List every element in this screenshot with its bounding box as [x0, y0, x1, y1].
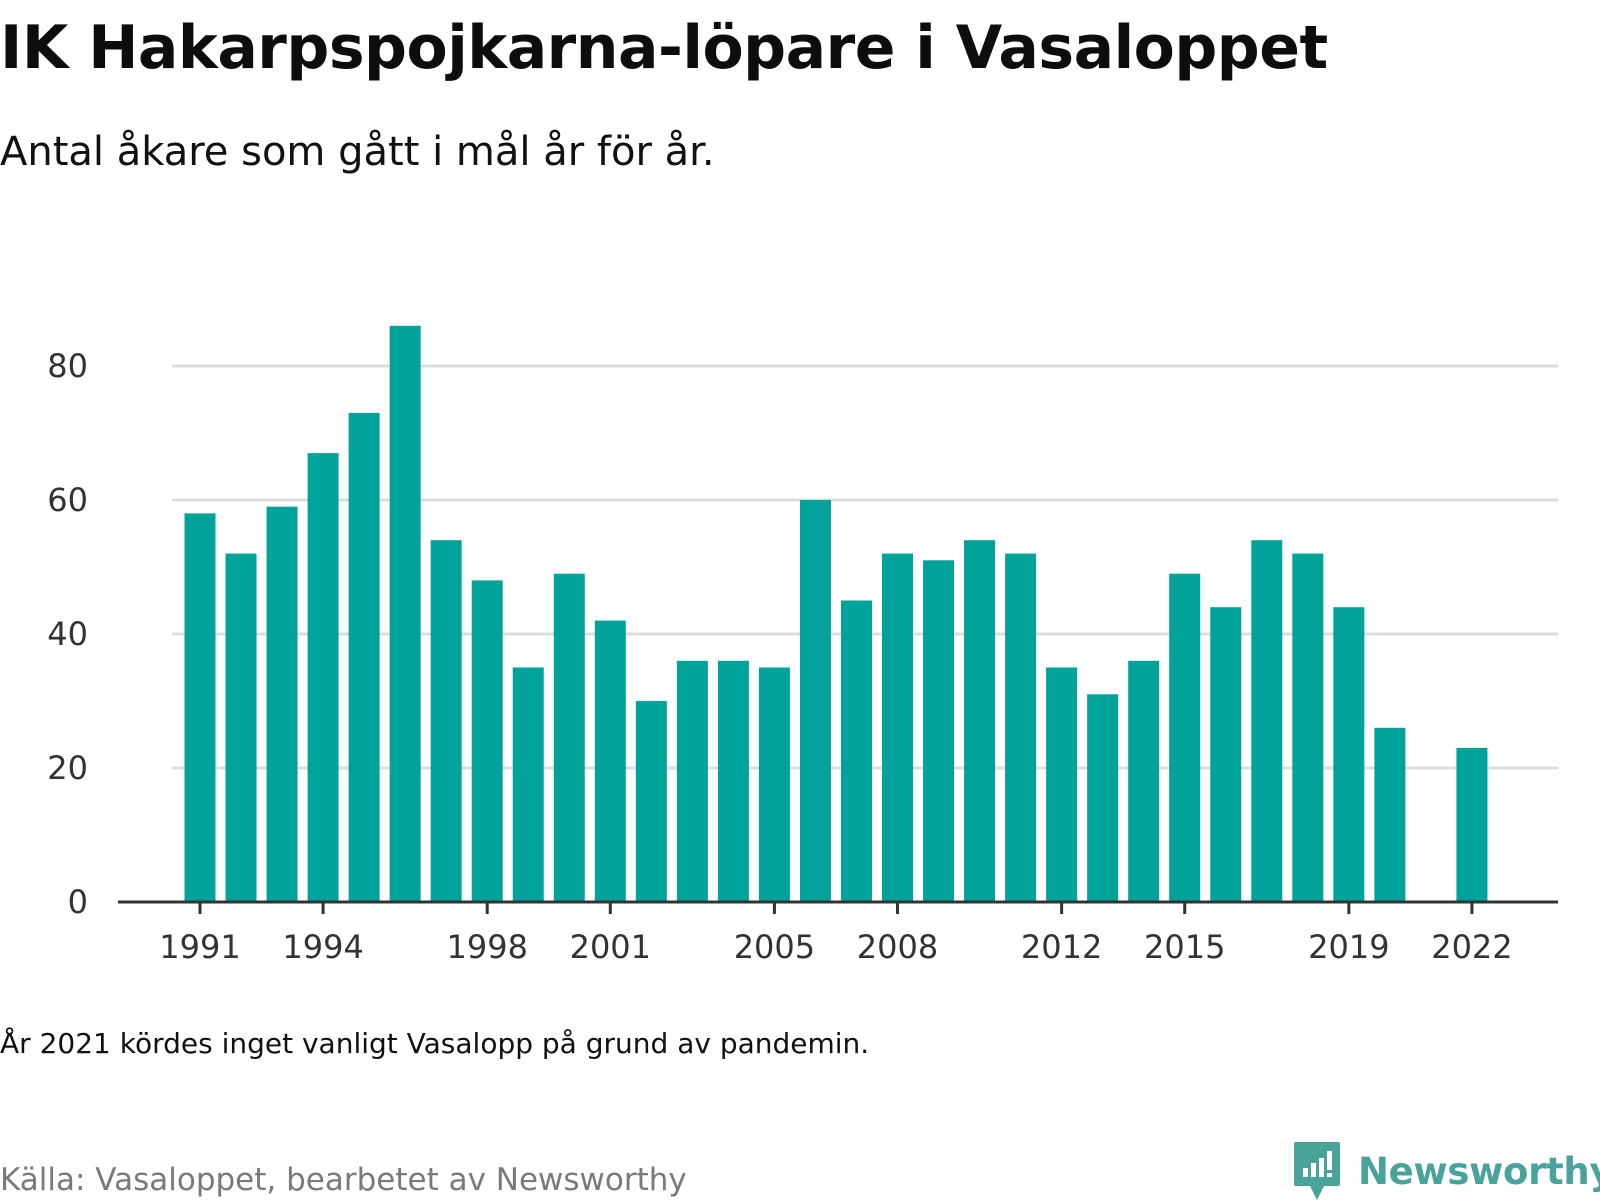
bar-2005	[758, 667, 790, 902]
bar-2019	[1333, 607, 1365, 902]
brand-logo: Newsworthy	[1292, 1140, 1600, 1202]
y-tick-label: 40	[47, 615, 88, 653]
bar-1997	[430, 540, 462, 902]
bar-2008	[882, 553, 914, 902]
bar-1994	[307, 453, 339, 902]
bar-2011	[1005, 553, 1037, 902]
chart-note: År 2021 kördes inget vanligt Vasalopp på…	[0, 1027, 870, 1060]
y-tick-label: 20	[47, 749, 88, 787]
chart-source: Källa: Vasaloppet, bearbetet av Newswort…	[0, 1162, 687, 1198]
bar-2017	[1251, 540, 1283, 902]
bar-2013	[1087, 694, 1119, 902]
bar-2004	[717, 660, 749, 902]
bar-1992	[225, 553, 257, 902]
y-tick-label: 80	[47, 347, 88, 385]
bar-2009	[923, 560, 955, 902]
brand-name: Newsworthy	[1358, 1149, 1600, 1193]
bar-1999	[512, 667, 544, 902]
bar-2016	[1210, 607, 1242, 902]
x-tick-label: 2001	[570, 928, 651, 966]
bar-2022	[1456, 747, 1488, 902]
bar-2003	[676, 660, 708, 902]
bar-2014	[1128, 660, 1160, 902]
axes: 0 20 40 60 80 1991 1994 1998 2001 2005 2008 2012 201…	[47, 347, 1558, 966]
x-tick-label: 1991	[159, 928, 240, 966]
bar-1998	[471, 580, 503, 902]
bar-2020	[1374, 727, 1406, 902]
bar-2018	[1292, 553, 1324, 902]
y-tick-label: 60	[47, 481, 88, 519]
x-tick-label: 1994	[282, 928, 363, 966]
x-tick-label: 1998	[446, 928, 527, 966]
bar-2006	[799, 500, 831, 902]
bar-1993	[266, 506, 298, 902]
x-tick-label: 2008	[857, 928, 938, 966]
x-tick-label: 2015	[1144, 928, 1225, 966]
x-tick-label: 2005	[734, 928, 815, 966]
bar-1996	[389, 325, 421, 902]
bar-2007	[840, 600, 872, 902]
bar-2012	[1046, 667, 1078, 902]
bar-2002	[635, 701, 667, 902]
bar-2001	[594, 620, 626, 902]
chart-subtitle: Antal åkare som gått i mål år för år.	[0, 129, 715, 175]
bar-1995	[348, 412, 380, 902]
bar-2010	[964, 540, 996, 902]
x-tick-label: 2019	[1308, 928, 1389, 966]
bars	[184, 325, 1488, 902]
bar-2015	[1169, 573, 1201, 902]
bar-1991	[184, 513, 216, 902]
chart-title: IK Hakarpspojkarna-löpare i Vasaloppet	[0, 13, 1328, 83]
x-tick-label: 2022	[1431, 928, 1512, 966]
y-tick-label: 0	[68, 883, 88, 921]
newsworthy-logo-icon	[1294, 1142, 1340, 1200]
x-tick-label: 2012	[1021, 928, 1102, 966]
bar-2000	[553, 573, 585, 902]
